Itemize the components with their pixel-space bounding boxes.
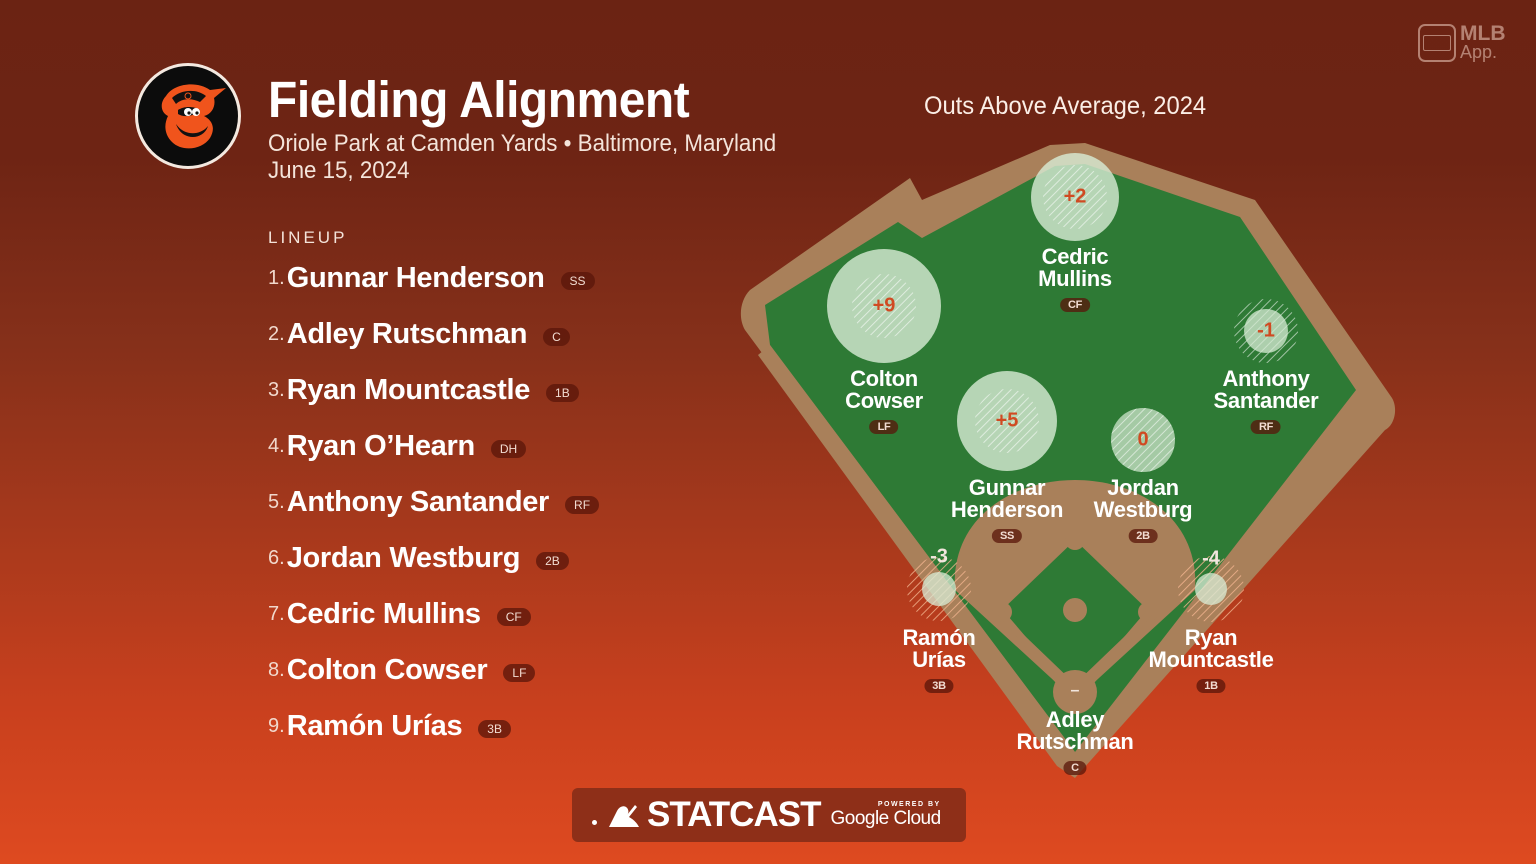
fielder-last-name: Mountcastle	[1148, 647, 1274, 672]
fielder-last-name: Cowser	[845, 388, 923, 413]
oaa-value-ss: +5	[995, 409, 1019, 432]
lineup-item: 7. Cedric Mullins CF	[268, 594, 531, 634]
lineup-item: 8. Colton Cowser LF	[268, 650, 536, 690]
fielder-first-name: Anthony	[1222, 366, 1310, 391]
position-badge: SS	[560, 272, 595, 290]
game-date: June 15, 2024	[268, 157, 410, 184]
fielder-label-lf: Colton Cowser LF	[845, 368, 923, 434]
batting-order: 2.	[268, 322, 285, 345]
batting-order: 1.	[268, 266, 285, 289]
lineup-item: 3. Ryan Mountcastle 1B	[268, 370, 579, 410]
position-badge: C	[1063, 761, 1087, 775]
oaa-value-3b: -3	[930, 545, 948, 568]
player-name: Adley Rutschman	[286, 317, 528, 350]
fielder-label-c: Adley Rutschman C	[1016, 707, 1134, 775]
powered-by-label: POWERED BY	[877, 800, 941, 808]
batting-order: 3.	[268, 378, 285, 401]
position-badge: 2B	[1128, 529, 1158, 543]
fielder-last-name: Santander	[1213, 388, 1319, 413]
fielder-first-name: Ramón	[902, 625, 976, 650]
google-cloud-label: Google Cloud	[830, 807, 941, 829]
oaa-value-lf: +9	[872, 294, 896, 317]
statcast-wordmark: STATCAST	[647, 795, 821, 834]
fielder-last-name: Rutschman	[1016, 729, 1134, 754]
player-name: Gunnar Henderson	[286, 261, 545, 294]
lineup-item: 1. Gunnar Henderson SS	[268, 258, 595, 298]
venue-subtitle: Oriole Park at Camden Yards • Baltimore,…	[268, 130, 777, 157]
position-badge: RF	[1250, 420, 1282, 434]
fielder-first-name: Ryan	[1184, 625, 1238, 650]
player-name: Anthony Santander	[286, 485, 550, 518]
position-badge: CF	[496, 608, 531, 626]
player-name: Colton Cowser	[286, 653, 488, 686]
fielder-first-name: Cedric	[1041, 244, 1109, 269]
batting-order: 5.	[268, 490, 285, 513]
mlb-app-line1: MLB	[1460, 22, 1506, 45]
mlb-batter-icon	[609, 805, 639, 827]
position-badge: C	[543, 328, 570, 346]
fielder-first-name: Adley	[1045, 707, 1105, 732]
position-badge: RF	[565, 496, 600, 514]
oaa-value-rf: -1	[1257, 319, 1275, 342]
batting-order: 6.	[268, 546, 285, 569]
lineup-item: 5. Anthony Santander RF	[268, 482, 600, 522]
oaa-value-c: –	[1070, 682, 1080, 699]
player-name: Ryan Mountcastle	[286, 373, 531, 406]
lineup-heading: LINEUP	[268, 228, 348, 247]
position-badge: 1B	[1196, 679, 1226, 693]
page-title: Fielding Alignment	[268, 71, 690, 128]
position-badge: DH	[490, 440, 527, 458]
fielder-first-name: Gunnar	[968, 475, 1046, 500]
position-badge: 2B	[536, 552, 569, 570]
mlb-app-logo: MLB App.	[1418, 22, 1506, 62]
lineup-item: 4. Ryan O’Hearn DH	[268, 426, 527, 466]
batting-order: 8.	[268, 658, 285, 681]
batting-order: 4.	[268, 434, 285, 457]
player-name: Cedric Mullins	[286, 597, 481, 630]
player-name: Ryan O’Hearn	[286, 429, 475, 462]
fielder-last-name: Henderson	[950, 497, 1064, 522]
oaa-value-cf: +2	[1063, 185, 1087, 208]
fielder-last-name: Mullins	[1038, 266, 1112, 291]
lineup-item: 2. Adley Rutschman C	[268, 314, 570, 354]
fielder-label-2b: Jordan Westburg 2B	[1094, 477, 1193, 543]
dot-icon	[592, 819, 597, 825]
fielder-label-ss: Gunnar Henderson SS	[951, 477, 1063, 543]
oaa-value-2b: 0	[1137, 428, 1149, 451]
fielder-last-name: Urías	[912, 647, 966, 672]
mlb-batter-icon	[1418, 24, 1456, 62]
statcast-banner: STATCAST POWERED BY Google Cloud	[572, 788, 966, 842]
position-badge: CF	[1059, 298, 1091, 312]
lineup-item: 6. Jordan Westburg 2B	[268, 538, 569, 578]
batting-order: 9.	[268, 714, 285, 737]
fielder-label-3b: Ramón Urías 3B	[902, 625, 976, 693]
position-badge: 3B	[924, 679, 954, 693]
player-name: Ramón Urías	[286, 709, 463, 742]
position-badge: LF	[869, 420, 899, 434]
team-logo	[135, 63, 241, 169]
fielder-last-name: Westburg	[1093, 497, 1193, 522]
position-badge: 1B	[546, 384, 579, 402]
fielder-label-cf: Cedric Mullins CF	[1038, 246, 1112, 312]
fielder-label-rf: Anthony Santander RF	[1214, 368, 1319, 434]
fielder-first-name: Jordan	[1107, 475, 1179, 500]
mlb-app-line2: App.	[1460, 42, 1498, 62]
player-name: Jordan Westburg	[286, 541, 521, 574]
chart-title: Outs Above Average, 2024	[924, 92, 1207, 120]
position-badge: SS	[991, 529, 1023, 543]
lineup-item: 9. Ramón Urías 3B	[268, 706, 511, 746]
fielder-label-1b: Ryan Mountcastle 1B	[1148, 625, 1274, 693]
orioles-bird-icon	[161, 84, 226, 149]
powered-by-google-cloud: POWERED BY Google Cloud	[830, 800, 941, 830]
batting-order: 7.	[268, 602, 285, 625]
position-badge: 3B	[478, 720, 511, 738]
fielder-first-name: Colton	[850, 366, 918, 391]
position-badge: LF	[503, 664, 536, 682]
oaa-value-1b: -4	[1202, 547, 1220, 570]
